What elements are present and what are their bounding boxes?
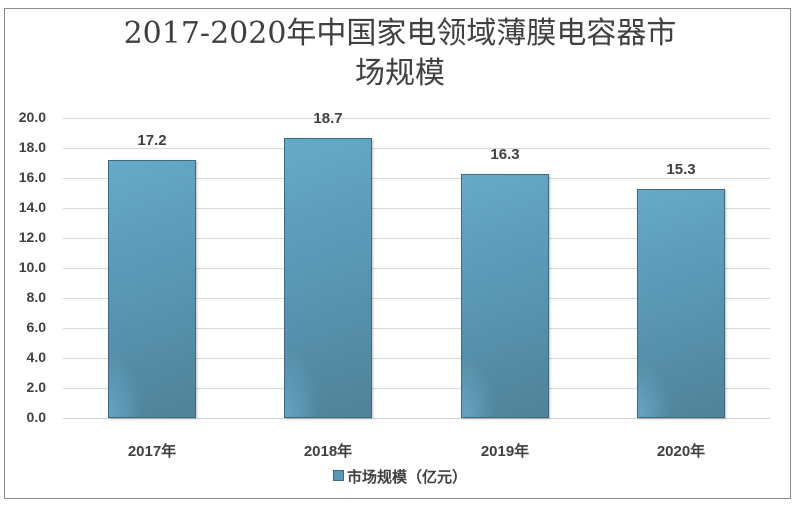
gridline	[63, 358, 770, 359]
bar-2020	[637, 188, 725, 418]
bar-2017	[108, 160, 196, 418]
y-tick-label: 0.0	[26, 409, 46, 425]
gridline	[63, 298, 770, 299]
bar-2018	[284, 137, 372, 418]
x-axis-line	[63, 418, 770, 419]
legend-swatch-icon	[332, 470, 344, 481]
x-tick-label: 2020年	[656, 443, 706, 460]
x-tick-label: 2017年	[127, 443, 177, 460]
chart-title-line-1: 2017-2020年中国家电领域薄膜电容器市	[123, 16, 677, 51]
y-tick-label: 14.0	[18, 199, 46, 215]
y-tick-label: 12.0	[18, 229, 46, 245]
y-tick-label: 2.0	[26, 379, 46, 395]
gridline	[63, 148, 770, 149]
bar-2019	[461, 173, 549, 418]
gridline	[63, 238, 770, 239]
gridline	[63, 388, 770, 389]
y-tick-label: 6.0	[26, 319, 46, 335]
value-label: 15.3	[666, 160, 696, 178]
y-tick-label: 18.0	[18, 139, 46, 155]
gridline	[63, 118, 770, 119]
gridline	[63, 268, 770, 269]
x-tick-label: 2018年	[303, 443, 353, 460]
value-label: 18.7	[313, 109, 343, 127]
legend-label: 市场规模（亿元）	[346, 468, 467, 486]
gridline	[63, 208, 770, 209]
value-label: 17.2	[137, 132, 167, 149]
value-label: 16.3	[490, 145, 520, 163]
y-tick-label: 10.0	[18, 259, 46, 275]
y-tick-label: 20.0	[18, 109, 46, 125]
y-tick-label: 16.0	[18, 169, 46, 185]
x-tick-label: 2019年	[480, 443, 530, 460]
gridline	[63, 328, 770, 329]
chart-title: 2017-2020年中国家电领域薄膜电容器市 场规模	[0, 14, 800, 94]
plot-area	[63, 118, 770, 419]
y-tick-label: 8.0	[26, 289, 46, 305]
gridline	[63, 178, 770, 179]
legend: 市场规模（亿元）	[0, 466, 800, 487]
y-tick-label: 4.0	[26, 349, 46, 365]
chart-title-line-2: 场规模	[355, 56, 445, 91]
